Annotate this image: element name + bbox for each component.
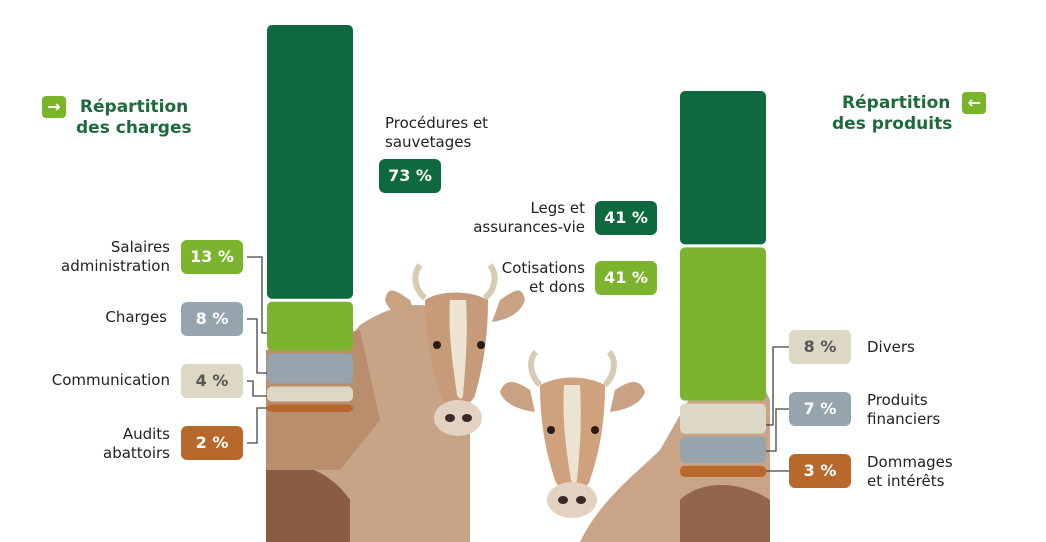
label-procedures: Procédures et sauvetages [385,114,489,151]
bar-charges [267,353,353,384]
badge-legs: 41 % [595,201,657,235]
badge-procedures: 73 % [379,159,441,193]
charges-title: → Répartition des charges [42,96,192,139]
bar-audits [267,404,353,412]
bar-legs [680,91,766,245]
bar-cotisations [680,247,766,401]
produits-title-line-1: Répartition [842,93,951,113]
badge-communication: 4 % [181,364,243,398]
badge-cotisations: 41 % [595,261,657,295]
badge-divers: 8 % [789,330,851,364]
arrow-left-icon: ← [962,92,987,114]
label-communication: Communication [51,371,170,389]
bar-communication [267,386,353,402]
connector-line [247,318,267,374]
bar-salaires [267,301,353,351]
charges-title-line-2: des charges [76,118,192,138]
arrow-right-icon: → [42,96,66,118]
label-charges: Charges [105,308,167,326]
bar-procedures [267,25,353,299]
label-cotisations: Cotisations et dons [501,259,585,296]
badge-charges: 8 % [181,302,243,336]
bar-produits-financiers [680,436,766,463]
badge-dommages: 3 % [789,454,851,488]
produits-title: Répartition ← des produits [832,92,987,135]
produits-title-line-2: des produits [832,114,953,134]
bar-divers [680,403,766,434]
connector-line [247,407,267,444]
label-salaires: Salaires administration [61,238,170,275]
charges-title-line-1: Répartition [79,97,189,117]
label-dommages: Dommages et intérêts [867,453,953,490]
bar-dommages [680,465,766,477]
connector-line [247,256,267,334]
label-audits: Audits abattoirs [103,425,170,462]
label-legs: Legs et assurances-vie [473,199,585,236]
badge-salaires: 13 % [181,240,243,274]
badge-audits: 2 % [181,426,243,460]
connector-line [766,408,789,452]
badge-produits-financiers: 7 % [789,392,851,426]
connector-line [247,380,267,397]
connector-line [766,346,789,426]
label-divers: Divers [867,338,915,356]
label-produits-financiers: Produits financiers [867,391,941,428]
